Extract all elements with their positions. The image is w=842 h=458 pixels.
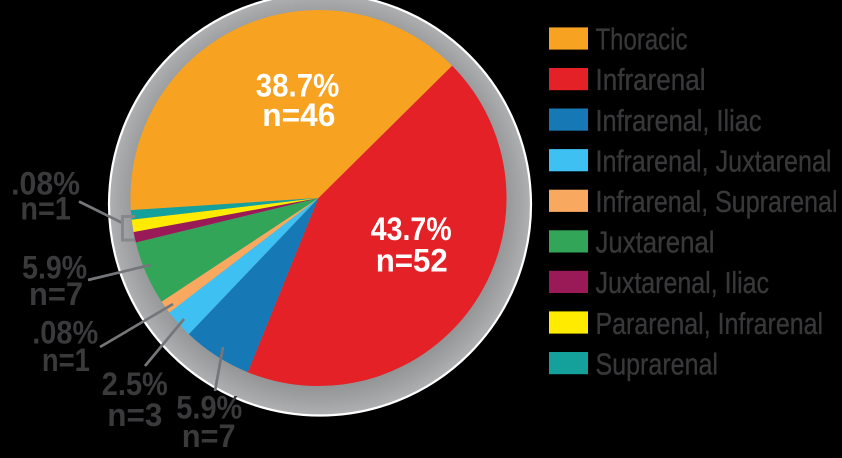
svg-text:Infrarenal, Juxtarenal: Infrarenal, Juxtarenal bbox=[596, 144, 832, 179]
svg-text:.08%: .08% bbox=[32, 315, 98, 351]
svg-text:Infrarenal, Iliac: Infrarenal, Iliac bbox=[596, 103, 762, 138]
svg-text:Pararenal, Infrarenal: Pararenal, Infrarenal bbox=[596, 306, 824, 341]
svg-text:38.7%: 38.7% bbox=[256, 67, 340, 103]
svg-text:n=1: n=1 bbox=[20, 191, 71, 227]
svg-text:Infrarenal: Infrarenal bbox=[596, 62, 706, 97]
svg-text:Juxtarenal, Iliac: Juxtarenal, Iliac bbox=[596, 265, 770, 300]
svg-text:n=3: n=3 bbox=[107, 397, 162, 433]
svg-text:n=7: n=7 bbox=[29, 276, 83, 312]
svg-text:n=46: n=46 bbox=[262, 97, 335, 133]
svg-text:n=7: n=7 bbox=[182, 418, 236, 454]
svg-text:Infrarenal, Suprarenal: Infrarenal, Suprarenal bbox=[596, 184, 838, 219]
svg-text:43.7%: 43.7% bbox=[371, 211, 452, 247]
svg-text:Thoracic: Thoracic bbox=[596, 22, 688, 57]
svg-text:Juxtarenal: Juxtarenal bbox=[596, 225, 715, 260]
svg-text:.08%: .08% bbox=[11, 166, 80, 202]
svg-text:2.5%: 2.5% bbox=[102, 366, 168, 402]
svg-text:5.9%: 5.9% bbox=[22, 249, 87, 285]
svg-text:5.9%: 5.9% bbox=[176, 389, 242, 425]
svg-text:n=1: n=1 bbox=[42, 342, 90, 378]
svg-text:Suprarenal: Suprarenal bbox=[596, 346, 719, 381]
svg-text:n=52: n=52 bbox=[376, 242, 448, 278]
